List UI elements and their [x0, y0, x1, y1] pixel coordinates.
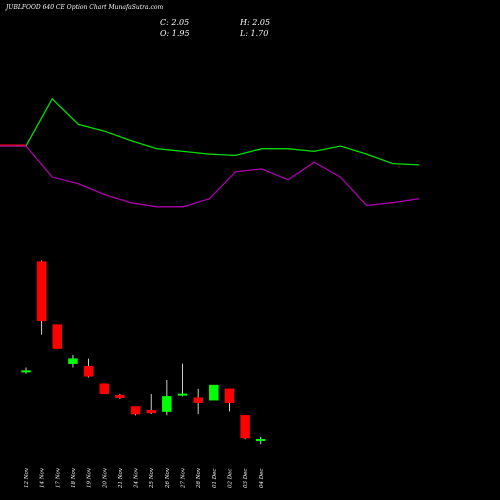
open-label: O: 1.95 [160, 29, 190, 38]
x-tick-label: 26 Nov [165, 467, 171, 489]
x-tick-label: 04 Dec [259, 469, 265, 489]
x-tick-label: 25 Nov [149, 467, 155, 489]
candle-up [256, 439, 266, 442]
chart-title: JUBLFOOD 640 CE Option Chart MunafaSutra… [6, 4, 164, 11]
x-tick-label: 20 Nov [102, 467, 108, 489]
x-tick-label: 03 Dec [243, 469, 249, 489]
upper-line [0, 97, 420, 166]
x-axis-ticks: 12 Nov 14 Nov 17 Nov 18 Nov 19 Nov 20 Nov 21 N… [24, 467, 265, 489]
low-label: L: 1.70 [240, 29, 269, 38]
candle-up [177, 393, 188, 396]
candle-down [36, 261, 47, 322]
x-tick-label: 17 Nov [55, 467, 61, 488]
candle-down [83, 365, 94, 377]
x-tick-label: 12 Nov [24, 467, 30, 488]
x-tick-label: 01 Dec [212, 469, 218, 489]
candle-down [52, 324, 63, 349]
candle-down [130, 406, 141, 415]
x-tick-label: 19 Nov [87, 467, 93, 488]
candle-up [209, 384, 219, 401]
x-tick-label: 02 Dec [227, 469, 233, 489]
candle-down [99, 383, 109, 395]
close-label: C: 2.05 [160, 18, 190, 27]
candle-down [115, 394, 125, 398]
x-tick-label: 18 Nov [71, 467, 77, 488]
high-label: H: 2.05 [240, 18, 271, 27]
candles [21, 260, 266, 445]
candle-down [224, 388, 235, 403]
indicator-lines [0, 97, 420, 208]
candle-up [68, 358, 78, 364]
lower-line [0, 145, 420, 208]
x-tick-label: 14 Nov [40, 467, 46, 488]
x-tick-label: 24 Nov [134, 467, 140, 489]
candle-up [162, 396, 172, 412]
candle-down [146, 410, 156, 414]
candle-down [240, 415, 250, 439]
candle-up [21, 370, 31, 373]
x-tick-label: 27 Nov [181, 467, 187, 489]
x-tick-label: 21 Nov [118, 467, 124, 489]
candle-down [193, 397, 203, 403]
x-tick-label: 28 Nov [196, 467, 202, 489]
